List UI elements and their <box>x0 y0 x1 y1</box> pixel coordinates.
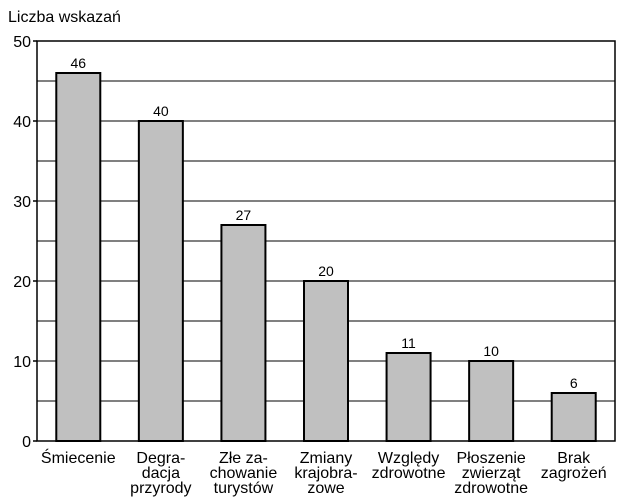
y-tick-label: 30 <box>13 194 31 211</box>
y-tick-label: 0 <box>22 434 31 451</box>
x-tick-label: zagrożeń <box>541 465 607 482</box>
y-axis-label: Liczba wskazań <box>8 9 121 26</box>
value-label: 20 <box>318 263 334 279</box>
x-tick-label: Śmiecenie <box>41 448 116 467</box>
value-label: 27 <box>236 207 252 223</box>
bar <box>468 360 515 442</box>
x-tick-label: Złe za- <box>219 450 268 467</box>
bar <box>385 352 432 442</box>
x-tick-label: turystów <box>214 480 274 497</box>
value-label: 40 <box>153 103 169 119</box>
x-tick-label: zdrowotne <box>454 480 528 497</box>
bar <box>550 392 597 442</box>
bar <box>303 280 349 442</box>
x-tick-label: chowanie <box>210 465 278 482</box>
bar <box>137 120 184 442</box>
x-tick-label: krajobra- <box>294 465 357 482</box>
bar <box>55 72 102 442</box>
value-label: 11 <box>401 335 416 351</box>
y-tick-label: 20 <box>13 274 31 291</box>
value-label: 6 <box>570 375 578 391</box>
value-label: 10 <box>483 343 499 359</box>
x-tick-label: zwierząt <box>462 465 521 482</box>
x-tick-label: Zmiany <box>300 450 352 467</box>
y-tick-label: 10 <box>13 354 31 371</box>
x-tick-label: Względy <box>378 450 439 467</box>
plot-frame <box>36 40 616 442</box>
value-label: 46 <box>70 55 86 71</box>
x-tick-label: Płoszenie <box>456 450 525 467</box>
x-tick-label: zowe <box>307 480 344 497</box>
x-tick-label: przyrody <box>130 480 191 497</box>
y-tick-label: 50 <box>13 34 31 51</box>
x-tick-label: Degra- <box>136 450 185 467</box>
x-tick-label: Brak <box>557 450 591 467</box>
x-tick-label: dacja <box>142 465 180 482</box>
x-tick-label: zdrowotne <box>372 465 446 482</box>
bar <box>220 224 267 442</box>
y-tick-label: 40 <box>13 114 31 131</box>
